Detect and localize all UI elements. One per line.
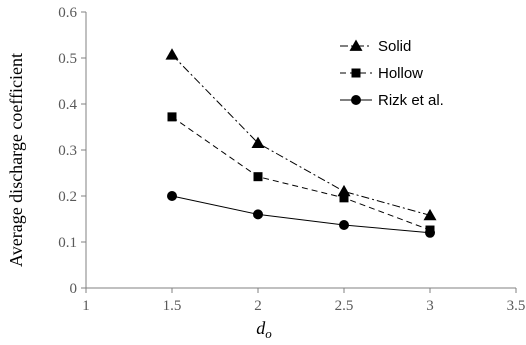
- legend-item-rizk-et-al: Rizk et al.: [340, 92, 444, 109]
- data-point-rizk-et-al: [167, 191, 177, 201]
- data-point-hollow: [253, 172, 263, 182]
- x-tick-label: 3: [426, 298, 434, 314]
- axes: [85, 12, 516, 289]
- x-tick-label: 2.5: [335, 298, 354, 314]
- legend-label-solid: Solid: [378, 38, 411, 55]
- legend-label-hollow: Hollow: [378, 65, 423, 82]
- x-axis-title-subscript: o: [265, 326, 272, 341]
- x-tick-label: 1.5: [163, 298, 182, 314]
- data-point-solid: [165, 48, 179, 60]
- legend-item-solid: Solid: [340, 38, 411, 55]
- data-point-solid: [251, 136, 265, 148]
- legend: Solid Hollow Rizk et al.: [340, 38, 444, 109]
- x-tick-label: 3.5: [507, 298, 526, 314]
- ticks: 0 0.1 0.2 0.3 0.4 0.5 0.6 1 1.5 2 2.5 3 3.5: [58, 5, 525, 314]
- series-rizk-et-al: [167, 191, 435, 238]
- series: [165, 48, 437, 238]
- y-tick-label: 0.4: [58, 97, 77, 113]
- x-axis-title: do: [256, 318, 272, 341]
- data-point-solid: [423, 208, 437, 221]
- series-line-hollow: [171, 116, 431, 231]
- data-point-hollow: [167, 112, 177, 122]
- y-tick-label: 0.2: [58, 189, 77, 205]
- series-line-solid: [171, 54, 431, 216]
- y-tick-label: 0.3: [58, 143, 77, 159]
- series-hollow: [167, 112, 435, 235]
- y-tick-label: 0.1: [58, 235, 77, 251]
- legend-label-rizk-et-al: Rizk et al.: [378, 92, 444, 109]
- legend-marker-hollow: [351, 68, 361, 78]
- data-point-rizk-et-al: [425, 227, 435, 238]
- data-point-rizk-et-al: [253, 209, 263, 220]
- x-tick-label: 2: [254, 298, 262, 314]
- legend-marker-rizk-et-al: [351, 95, 361, 105]
- data-point-rizk-et-al: [339, 219, 349, 230]
- legend-marker-solid: [349, 39, 363, 51]
- x-tick-label: 1: [82, 298, 90, 314]
- y-tick-label: 0.6: [58, 5, 77, 21]
- y-axis-title: Average discharge coefficient: [6, 53, 26, 267]
- data-point-hollow: [339, 193, 349, 203]
- y-tick-label: 0: [70, 281, 78, 297]
- y-tick-label: 0.5: [58, 51, 77, 67]
- x-axis-title-main: d: [256, 318, 266, 338]
- series-line-rizk-et-al: [171, 195, 431, 234]
- legend-item-hollow: Hollow: [340, 65, 423, 82]
